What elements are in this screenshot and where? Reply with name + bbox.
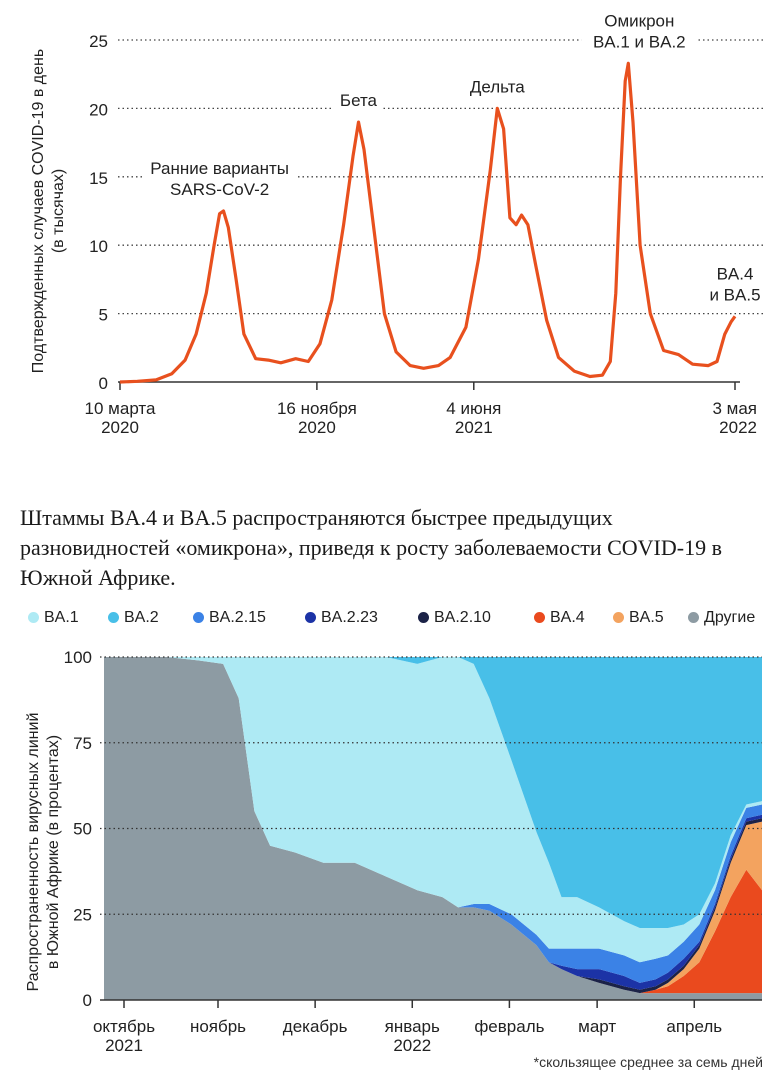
y-axis-label: Распространенность вирусных линий [25, 713, 42, 992]
legend-item: BA.2 [108, 607, 159, 629]
y-axis-label: Подтвержденных случаев COVID-19 в день [30, 49, 47, 373]
x-tick-label: апрель [666, 1017, 722, 1036]
x-tick-label: 16 ноября [277, 399, 357, 418]
annotation-mask [463, 74, 532, 100]
annotation-label: Дельта [470, 77, 525, 96]
legend-item: BA.2.10 [418, 607, 491, 629]
annotation-mask [333, 88, 384, 114]
x-tick-label: март [578, 1017, 616, 1036]
legend-item: BA.2.15 [193, 607, 266, 629]
legend-item: BA.4 [534, 607, 585, 629]
annotation-label: BA.4 [717, 264, 754, 283]
annotation-mask [581, 8, 697, 55]
legend-item: Другие [688, 607, 755, 629]
legend-swatch [613, 612, 624, 623]
legend-label: BA.2.15 [209, 609, 266, 626]
area-другие [104, 657, 762, 1000]
legend-swatch [534, 612, 545, 623]
x-tick-label: 3 мая [712, 399, 757, 418]
legend-label: Другие [704, 609, 756, 626]
x-tick-label: январь [385, 1017, 440, 1036]
y-tick-label: 10 [89, 237, 108, 256]
variant-legend: BA.1 BA.2 BA.2.15 BA.2.23 BA.2.10 BA.4 BA.5 Дру… [28, 607, 783, 635]
legend-item: BA.5 [613, 607, 664, 629]
x-tick-label: 10 марта [85, 399, 156, 418]
x-tick-year: 2022 [719, 418, 757, 437]
legend-swatch [418, 612, 429, 623]
legend-label: BA.5 [629, 609, 664, 626]
legend-item: BA.1 [28, 607, 79, 629]
footnote: *скользящее среднее за семь дней [533, 1054, 763, 1070]
legend-label: BA.2.10 [434, 609, 491, 626]
y-tick-label: 0 [99, 374, 108, 393]
legend-swatch [108, 612, 119, 623]
legend-item: BA.2.23 [305, 607, 378, 629]
legend-label: BA.4 [550, 609, 585, 626]
legend-swatch [688, 612, 699, 623]
x-tick-label: февраль [474, 1017, 544, 1036]
x-tick-label: ноябрь [190, 1017, 246, 1036]
legend-swatch [193, 612, 204, 623]
x-tick-year: 2021 [105, 1036, 143, 1055]
x-tick-label: октябрь [93, 1017, 155, 1036]
annotation-label: SARS-CoV-2 [170, 180, 269, 199]
x-tick-year: 2020 [298, 418, 336, 437]
annotation-label: Ранние варианты [150, 159, 289, 178]
y-tick-label: 25 [73, 905, 92, 924]
annotation-label: Бета [340, 91, 378, 110]
area-ba-1 [104, 657, 762, 963]
y-tick-label: 75 [73, 734, 92, 753]
y-tick-label: 5 [99, 306, 108, 325]
legend-swatch [305, 612, 316, 623]
legend-swatch [28, 612, 39, 623]
x-tick-year: 2022 [393, 1036, 431, 1055]
annotation-mask [143, 156, 297, 202]
legend-label: BA.2 [124, 609, 159, 626]
area-ba-5 [104, 657, 762, 994]
annotation-label: BA.1 и BA.2 [593, 32, 686, 51]
y-tick-label: 25 [89, 32, 108, 51]
x-tick-year: 2020 [101, 418, 139, 437]
x-tick-label: 4 июня [446, 399, 501, 418]
annotation-label: Омикрон [604, 11, 674, 30]
annotation-mask [700, 261, 770, 308]
y-tick-label: 20 [89, 100, 108, 119]
y-axis-label-units: (в тысячах) [50, 169, 67, 253]
y-tick-label: 15 [89, 169, 108, 188]
area-ba-2 [104, 657, 762, 928]
annotation-label: и BA.5 [709, 285, 760, 304]
legend-label: BA.2.23 [321, 609, 378, 626]
legend-label: BA.1 [44, 609, 79, 626]
y-tick-label: 0 [83, 991, 92, 1010]
y-tick-label: 100 [64, 648, 92, 667]
x-tick-label: декабрь [283, 1017, 348, 1036]
y-tick-label: 50 [73, 820, 92, 839]
y-axis-label-units: в Южной Африке (в процентах) [45, 735, 62, 969]
cases-line [119, 61, 737, 384]
x-tick-year: 2021 [455, 418, 493, 437]
caption: Штаммы BA.4 и BA.5 распространяются быст… [20, 505, 722, 590]
